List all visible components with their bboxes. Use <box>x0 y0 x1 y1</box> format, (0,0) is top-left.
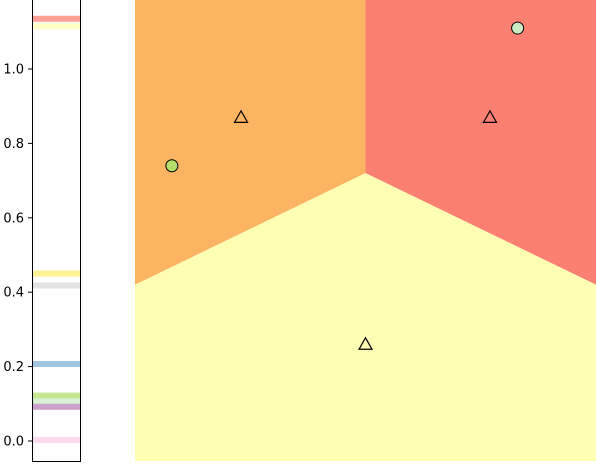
centroid-triangle-1 <box>482 109 498 123</box>
color-strip-bands <box>33 15 80 443</box>
color-strip-panel: 0.0 0.2 0.4 0.6 0.8 1.0 <box>3 0 81 462</box>
y-tick-label-4: 0.8 <box>3 137 24 152</box>
data-point-0 <box>165 159 179 173</box>
strip-band-2 <box>33 270 80 277</box>
decision-region-plot <box>135 0 596 461</box>
color-strip-frame <box>32 0 81 462</box>
strip-band-8 <box>33 436 80 443</box>
strip-band-1 <box>33 23 80 30</box>
region-upper-right <box>365 0 596 285</box>
strip-band-7 <box>33 403 80 410</box>
y-tick-label-2: 0.4 <box>3 286 24 301</box>
centroid-triangle-2 <box>357 336 374 350</box>
centroid-triangle-0 <box>233 109 249 123</box>
decision-regions <box>135 0 596 461</box>
strip-band-4 <box>33 361 80 367</box>
strip-band-6 <box>33 398 80 405</box>
strip-band-5 <box>33 392 80 399</box>
y-tick-label-0: 0.0 <box>3 435 24 450</box>
y-tick-label-3: 0.6 <box>3 211 24 226</box>
y-tick-label-5: 1.0 <box>3 63 24 78</box>
region-upper-left <box>135 0 366 285</box>
data-points <box>165 21 525 173</box>
y-tick-label-1: 0.2 <box>3 360 24 375</box>
region-lower <box>135 173 596 461</box>
strip-band-3 <box>33 282 80 289</box>
data-point-1 <box>511 21 525 35</box>
centroid-markers <box>233 109 498 350</box>
color-strip-y-axis: 0.0 0.2 0.4 0.6 0.8 1.0 <box>3 63 33 450</box>
strip-band-0 <box>33 15 80 22</box>
